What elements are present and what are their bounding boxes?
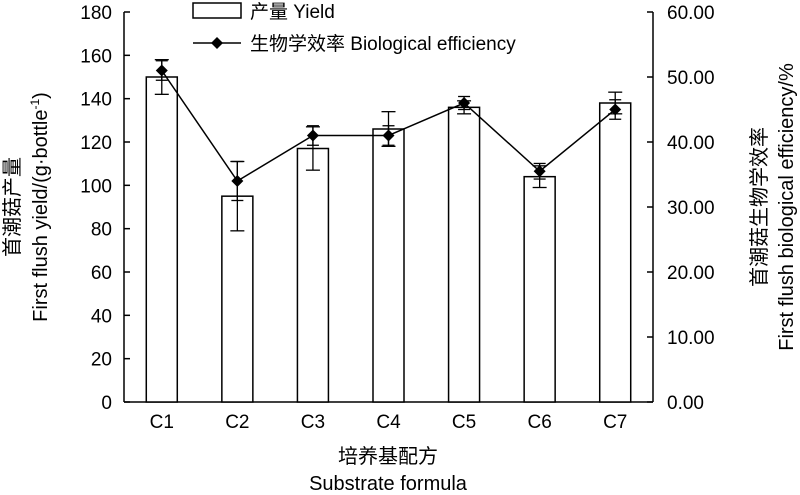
left-axis-tick-label: 60 bbox=[91, 263, 112, 284]
efficiency-point-marker-icon bbox=[155, 64, 168, 77]
efficiency-point-marker-icon bbox=[306, 129, 319, 142]
yield-bars bbox=[145, 76, 632, 403]
x-axis-category-labels: C1 C2 C3 C4 C5 C6 C7 bbox=[150, 412, 628, 433]
legend-label-yield: 产量 Yield bbox=[250, 1, 335, 23]
right-axis-tick-label: 50.00 bbox=[667, 68, 715, 89]
x-axis-category-label: C3 bbox=[301, 412, 325, 433]
y-axis-left-title-en: First flush yield/(g·bottle-1) bbox=[28, 92, 52, 322]
right-axis-ticks: 0.00 10.00 20.00 30.00 40.00 50.00 60.00 bbox=[647, 3, 715, 414]
left-axis-tick-label: 0 bbox=[101, 393, 112, 414]
left-axis-tick-label: 40 bbox=[91, 306, 112, 327]
y-axis-left-title-en-sup: -1 bbox=[28, 99, 42, 110]
left-axis-ticks: 0 20 40 60 80 100 120 140 160 180 bbox=[80, 3, 130, 414]
efficiency-point-marker-icon bbox=[533, 165, 546, 178]
legend-diamond-marker-icon bbox=[211, 37, 223, 49]
right-axis-tick-label: 40.00 bbox=[667, 133, 715, 154]
right-axis-tick-label: 0.00 bbox=[667, 393, 704, 414]
yield-bar bbox=[598, 102, 632, 403]
yield-bar bbox=[447, 106, 481, 403]
efficiency-point-marker-icon bbox=[231, 175, 244, 187]
y-axis-right-title-cn: 首潮菇生物学效率 bbox=[748, 127, 771, 287]
x-axis-category-label: C1 bbox=[150, 412, 174, 433]
efficiency-line-series bbox=[155, 60, 622, 202]
x-axis-title-en: Substrate formula bbox=[309, 473, 468, 495]
yield-bar bbox=[296, 147, 330, 403]
left-axis-tick-label: 120 bbox=[80, 133, 112, 154]
x-axis-category-label: C7 bbox=[603, 412, 627, 433]
x-axis-category-label: C5 bbox=[452, 412, 476, 433]
left-axis-tick-label: 180 bbox=[80, 3, 112, 24]
y-axis-right-title-en: First flush biological efficiency/% bbox=[776, 63, 798, 351]
efficiency-point-marker-icon bbox=[609, 103, 622, 116]
right-axis-tick-label: 30.00 bbox=[667, 198, 715, 219]
legend-label-efficiency: 生物学效率 Biological efficiency bbox=[250, 33, 516, 55]
right-axis-tick-label: 10.00 bbox=[667, 328, 715, 349]
x-axis-title-cn: 培养基配方 bbox=[338, 445, 438, 468]
yield-bar bbox=[372, 128, 405, 403]
y-axis-left-title-en-close: ) bbox=[30, 92, 52, 99]
left-axis-tick-label: 100 bbox=[80, 176, 112, 197]
y-axis-left-title-en-main: First flush yield/(g·bottle bbox=[30, 110, 52, 322]
left-axis-tick-label: 140 bbox=[80, 90, 112, 111]
yield-bar bbox=[145, 76, 179, 403]
left-axis-tick-label: 80 bbox=[91, 220, 112, 241]
right-axis-tick-label: 60.00 bbox=[667, 3, 715, 24]
left-axis-tick-label: 20 bbox=[91, 350, 112, 371]
legend-bar-swatch bbox=[192, 2, 242, 19]
x-axis-category-label: C4 bbox=[376, 412, 401, 433]
efficiency-point-marker-icon bbox=[382, 129, 395, 142]
legend: 产量 Yield 生物学效率 Biological efficiency bbox=[192, 1, 516, 55]
yield-bar bbox=[523, 175, 556, 403]
y-axis-left-title-cn: 首潮菇产量 bbox=[1, 157, 24, 257]
x-axis-category-label: C2 bbox=[225, 412, 249, 433]
right-axis-tick-label: 20.00 bbox=[667, 263, 715, 284]
left-axis-tick-label: 160 bbox=[80, 46, 112, 67]
x-axis-category-label: C6 bbox=[527, 412, 551, 433]
efficiency-point-marker-icon bbox=[458, 97, 471, 109]
